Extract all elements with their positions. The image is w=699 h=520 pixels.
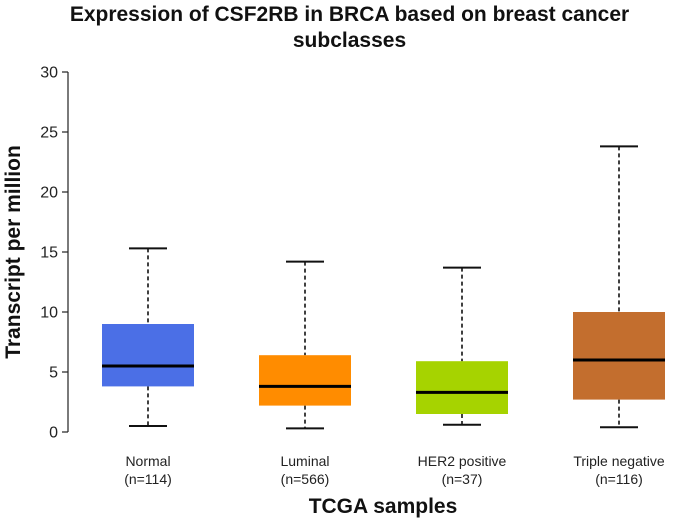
count-label-triple-negative: (n=116) — [595, 471, 643, 487]
y-axis-title: Transcript per million — [2, 145, 25, 359]
count-label-luminal: (n=566) — [281, 471, 330, 487]
y-tick-label-30: 30 — [40, 65, 58, 82]
box-layer: Normal (n=114) Luminal (n=566) HER2 positive… — [102, 145, 665, 487]
box-group-luminal: Luminal (n=566) — [259, 260, 351, 487]
y-tick-label-20: 20 — [40, 185, 58, 202]
category-label-luminal: Luminal — [280, 453, 329, 469]
count-label-normal: (n=114) — [124, 471, 172, 487]
chart-title-line-1: Expression of CSF2RB in BRCA based on br… — [69, 3, 630, 26]
box-group-triple-negative: Triple negative (n=116) — [573, 145, 665, 487]
y-tick-label-25: 25 — [40, 125, 58, 142]
box-group-her2-positive: HER2 positive (n=37) — [416, 266, 508, 487]
iqr-box-her2-positive — [416, 361, 508, 414]
chart-title: Expression of CSF2RB in BRCA based on br… — [0, 2, 699, 54]
iqr-box-triple-negative — [573, 312, 665, 400]
category-label-her2-positive: HER2 positive — [418, 453, 507, 469]
iqr-box-normal — [102, 324, 194, 387]
box-group-normal: Normal (n=114) — [102, 247, 194, 487]
iqr-box-luminal — [259, 355, 351, 406]
x-axis-title: TCGA samples — [309, 495, 458, 518]
category-label-triple-negative: Triple negative — [573, 453, 665, 469]
count-label-her2-positive: (n=37) — [442, 471, 483, 487]
chart-title-line-2: subclasses — [292, 29, 407, 52]
y-tick-label-15: 15 — [40, 245, 58, 262]
y-tick-label-5: 5 — [49, 365, 58, 382]
axis-layer: 0 5 10 15 20 25 30 — [40, 65, 69, 442]
y-tick-label-0: 0 — [49, 425, 58, 442]
y-tick-label-10: 10 — [40, 305, 58, 322]
category-label-normal: Normal — [125, 453, 170, 469]
